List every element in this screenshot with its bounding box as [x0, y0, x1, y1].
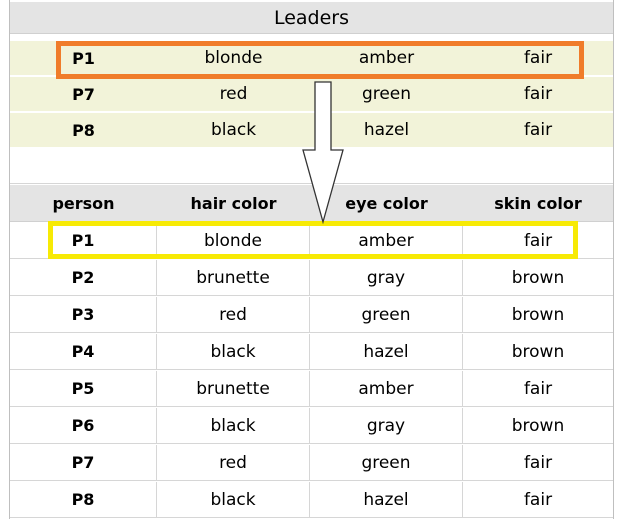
leader-hair[interactable]: blonde	[204, 48, 263, 68]
hair-cell[interactable]: black	[157, 482, 310, 517]
leader-hair[interactable]: black	[210, 120, 257, 140]
skin-cell[interactable]: fair	[523, 452, 553, 473]
hair-cell[interactable]: black	[157, 334, 310, 369]
leader-eye[interactable]: green	[361, 84, 412, 104]
leaders-title-row: Leaders	[10, 2, 613, 34]
eye-cell[interactable]: gray	[310, 260, 463, 295]
left-border	[9, 0, 10, 519]
person-cell[interactable]: P7	[10, 445, 157, 480]
table-row: P3 red green brown	[10, 297, 613, 333]
hair-cell[interactable]: brunette	[157, 260, 310, 295]
eye-cell[interactable]: hazel	[310, 334, 463, 369]
table-row: P2 brunette gray brown	[10, 260, 613, 296]
eye-cell[interactable]: amber	[310, 371, 463, 406]
table-row: P4 black hazel brown	[10, 334, 613, 370]
hair-cell[interactable]: black	[157, 408, 310, 443]
table-row: P8 black hazel fair	[10, 482, 613, 518]
empty-row	[10, 149, 613, 184]
leader-skin[interactable]: fair	[523, 84, 553, 104]
skin-cell[interactable]: fair	[523, 378, 553, 399]
leaders-title: Leaders	[273, 6, 350, 29]
hair-cell[interactable]: red	[157, 297, 310, 332]
person-cell[interactable]: P8	[10, 482, 157, 517]
person-cell[interactable]: P2	[10, 260, 157, 295]
eye-cell[interactable]: green	[310, 445, 463, 480]
hair-cell[interactable]: brunette	[157, 371, 310, 406]
table-row: P7 red green fair	[10, 445, 613, 481]
skin-cell[interactable]: brown	[511, 415, 565, 436]
person-cell[interactable]: P5	[10, 371, 157, 406]
hair-cell[interactable]: blonde	[157, 223, 310, 258]
leader-skin[interactable]: fair	[523, 120, 553, 140]
right-border	[613, 0, 614, 519]
skin-cell[interactable]: brown	[511, 341, 565, 362]
eye-cell[interactable]: green	[310, 297, 463, 332]
person-cell[interactable]: P3	[10, 297, 157, 332]
eye-cell[interactable]: amber	[310, 223, 463, 258]
header-hair-color[interactable]: hair color	[190, 193, 277, 213]
person-cell[interactable]: P1	[10, 223, 157, 258]
skin-cell[interactable]: fair	[523, 230, 553, 251]
leader-person[interactable]: P8	[72, 120, 95, 140]
table-row: P1 blonde amber fair	[10, 223, 613, 259]
eye-cell[interactable]: gray	[310, 408, 463, 443]
leader-row: P8 black hazel fair	[10, 113, 613, 148]
leader-skin[interactable]: fair	[523, 48, 553, 68]
header-person[interactable]: person	[52, 193, 115, 213]
leader-hair[interactable]: red	[219, 84, 248, 104]
column-header-row: person hair color eye color skin color	[10, 185, 613, 222]
hair-cell[interactable]: red	[157, 445, 310, 480]
person-cell[interactable]: P4	[10, 334, 157, 369]
skin-cell[interactable]: brown	[511, 267, 565, 288]
table-row: P6 black gray brown	[10, 408, 613, 444]
leader-eye[interactable]: amber	[358, 48, 415, 68]
skin-cell[interactable]: fair	[523, 489, 553, 510]
table-row: P5 brunette amber fair	[10, 371, 613, 407]
leader-row: P1 blonde amber fair	[10, 41, 613, 76]
leader-row: P7 red green fair	[10, 77, 613, 112]
leader-person[interactable]: P1	[72, 48, 95, 68]
eye-cell[interactable]: hazel	[310, 482, 463, 517]
leader-eye[interactable]: hazel	[363, 120, 410, 140]
skin-cell[interactable]: brown	[511, 304, 565, 325]
header-skin-color[interactable]: skin color	[494, 193, 582, 213]
person-cell[interactable]: P6	[10, 408, 157, 443]
header-eye-color[interactable]: eye color	[345, 193, 428, 213]
leader-person[interactable]: P7	[72, 84, 95, 104]
